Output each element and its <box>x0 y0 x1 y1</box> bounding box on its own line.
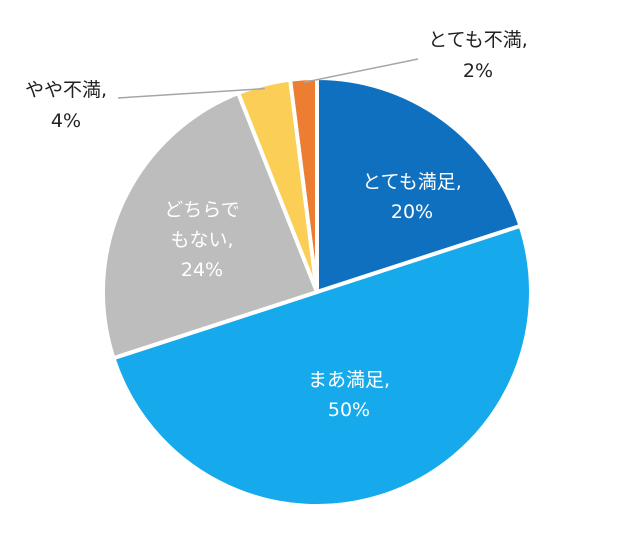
data-labels: とても満足, 20% まあ満足, 50% どちらで もない, 24% やや不満,… <box>25 29 528 421</box>
label-yaya-fuman-value: 4% <box>51 110 81 132</box>
leader-line-3 <box>117 87 265 99</box>
label-totemo-manzoku-value: 20% <box>391 201 433 223</box>
label-maa-manzoku-name: まあ満足, <box>308 369 390 391</box>
label-totemo-fuman-value: 2% <box>463 60 493 82</box>
label-dochiramonai-value: 24% <box>181 259 223 281</box>
leader-lines <box>117 58 419 99</box>
pie-slice-0 <box>315 76 523 294</box>
label-dochiramonai-name-line1: どちらで <box>164 199 239 221</box>
leader-line-4 <box>303 58 419 84</box>
label-totemo-fuman-name: とても不満, <box>428 29 528 51</box>
label-maa-manzoku-value: 50% <box>328 399 370 421</box>
label-yaya-fuman-name: やや不満, <box>25 79 107 101</box>
pie-slice-1 <box>111 223 533 508</box>
pie-slices <box>101 76 533 508</box>
label-dochiramonai-name-line2: もない, <box>170 229 233 251</box>
label-totemo-manzoku-name: とても満足, <box>362 171 462 193</box>
pie-slice-4 <box>288 76 319 294</box>
